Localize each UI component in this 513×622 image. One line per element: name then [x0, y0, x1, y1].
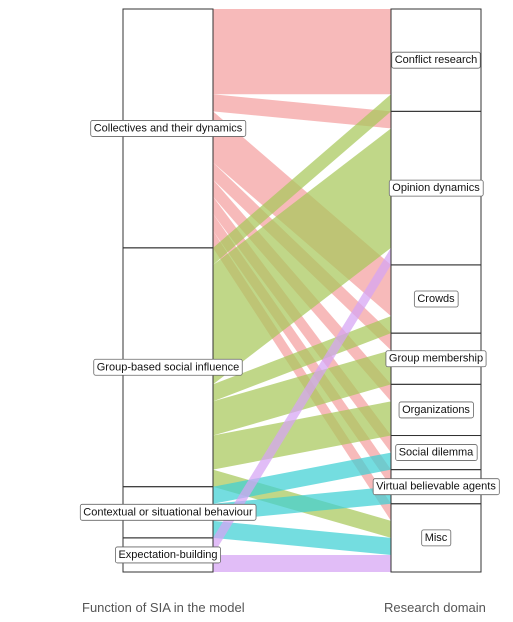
left-label-expectation-building-box — [115, 546, 221, 564]
flow-expectation-building-to-opinion-dynamics — [213, 247, 391, 555]
right-label-virtual-believable-agents-box — [372, 478, 500, 496]
flow-group-based-social-influence-to-conflict-research — [213, 94, 391, 265]
flow-contextual-or-situational-behaviour-to-social-dilemma — [213, 452, 391, 504]
flow-group-based-social-influence-to-crowds — [213, 316, 391, 402]
left-label-expectation-building-text: Expectation-building — [118, 549, 217, 561]
left-axis-title: Function of SIA in the model — [82, 600, 245, 615]
left-label-collectives-and-their-dynamics-text: Collectives and their dynamics — [94, 122, 243, 134]
right-label-group-membership-text: Group membership — [389, 353, 483, 365]
left-label-collectives-and-their-dynamics: Collectives and their dynamics — [90, 120, 247, 137]
flow-layer — [213, 9, 391, 572]
left-label-group-based-social-influence: Group-based social influence — [93, 358, 243, 376]
left-label-group-based-social-influence-text: Group-based social influence — [97, 361, 239, 373]
right-label-conflict-research: Conflict research — [391, 51, 481, 69]
right-label-virtual-believable-agents: Virtual believable agents — [372, 478, 500, 496]
flow-expectation-building-to-misc — [213, 554, 391, 572]
right-label-social-dilemma-box — [395, 444, 478, 461]
right-label-opinion-dynamics-text: Opinion dynamics — [392, 182, 480, 194]
left-label-contextual-or-situational-behaviour: Contextual or situational behaviour — [79, 503, 257, 521]
flow-group-based-social-influence-to-organizations — [213, 401, 391, 470]
right-label-group-membership-box — [385, 350, 487, 368]
right-label-group-membership: Group membership — [385, 350, 487, 368]
right-label-misc-box — [421, 529, 452, 547]
right-label-crowds: Crowds — [413, 290, 459, 308]
flow-contextual-or-situational-behaviour-to-virtual-believable-agents — [213, 486, 391, 521]
flow-contextual-or-situational-behaviour-to-misc — [213, 520, 391, 555]
left-label-expectation-building: Expectation-building — [115, 546, 221, 564]
left-label-contextual-or-situational-behaviour-text: Contextual or situational behaviour — [83, 506, 253, 518]
flow-collectives-and-their-dynamics-to-conflict-research — [213, 9, 391, 95]
right-label-conflict-research-text: Conflict research — [395, 54, 478, 66]
right-label-crowds-text: Crowds — [417, 293, 455, 305]
flow-group-based-social-influence-to-opinion-dynamics — [213, 128, 391, 385]
right-label-opinion-dynamics: Opinion dynamics — [388, 179, 484, 197]
label-layer: Collectives and their dynamics Group-base… — [79, 51, 500, 564]
right-label-virtual-believable-agents-text: Virtual believable agents — [376, 481, 496, 493]
right-label-conflict-research-box — [391, 51, 481, 69]
left-label-collectives-and-their-dynamics-box — [90, 120, 247, 137]
right-label-misc-text: Misc — [425, 532, 448, 544]
right-label-misc: Misc — [421, 529, 452, 547]
right-label-social-dilemma: Social dilemma — [395, 444, 478, 461]
left-label-group-based-social-influence-box — [93, 358, 243, 376]
flow-collectives-and-their-dynamics-to-opinion-dynamics — [213, 94, 391, 129]
left-label-contextual-or-situational-behaviour-box — [79, 503, 257, 521]
right-label-organizations-box — [398, 401, 474, 419]
right-label-organizations-text: Organizations — [402, 404, 470, 416]
right-label-crowds-box — [413, 290, 459, 308]
right-label-social-dilemma-text: Social dilemma — [399, 447, 474, 459]
right-label-organizations: Organizations — [398, 401, 474, 419]
right-stratum-misc — [390, 503, 482, 573]
right-label-opinion-dynamics-box — [388, 179, 484, 197]
right-axis-title: Research domain — [384, 600, 486, 615]
